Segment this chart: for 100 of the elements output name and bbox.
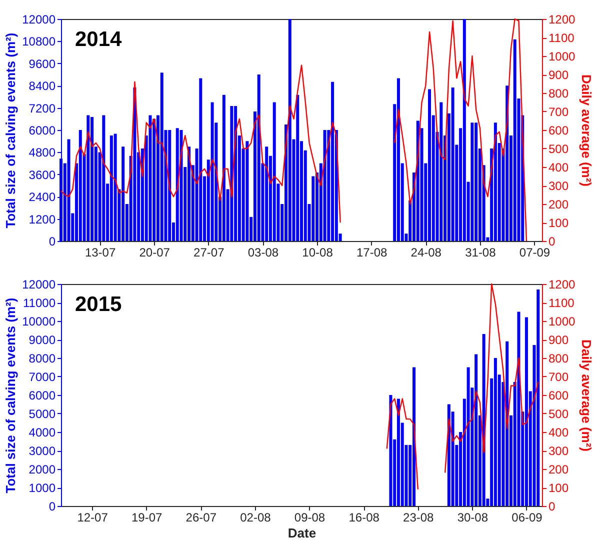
bar (160, 72, 164, 241)
y2-tick-label: 700 (548, 370, 569, 384)
y-tick-label: 11000 (23, 296, 56, 310)
y2-tick-label: 500 (548, 142, 569, 156)
y-tick-label: 9000 (28, 333, 56, 347)
x-tick-label: 23-08 (403, 510, 434, 524)
y-tick-label: 7200 (28, 101, 56, 116)
bar (331, 82, 334, 241)
x-tick-label: 10-08 (302, 246, 334, 260)
x-axis-title: Date (288, 526, 316, 540)
y-tick-label: 8400 (28, 79, 56, 94)
y2-tick-label: 1100 (548, 31, 575, 45)
bar (180, 130, 183, 241)
bar (257, 74, 260, 241)
bar (396, 398, 400, 506)
bar (246, 141, 249, 241)
bar (265, 146, 268, 241)
y2-tick-label: 0 (548, 500, 556, 514)
x-tick-label: 30-08 (457, 510, 488, 524)
x-tick-label: 20-07 (139, 246, 170, 260)
bar (462, 19, 466, 241)
y-tick-label: 1000 (28, 481, 56, 495)
y2-tick-label: 600 (548, 124, 569, 138)
y-axis-title: Total size of calving events (m²) (3, 32, 18, 228)
y2-tick-label: 1100 (548, 296, 575, 310)
y-tick-label: 3600 (28, 168, 56, 182)
bar (272, 102, 276, 241)
y2-tick-label: 600 (548, 388, 569, 402)
x-tick-label: 03-08 (248, 246, 279, 260)
x-tick-label: 13-07 (84, 246, 116, 260)
x-tick-label: 19-07 (131, 510, 163, 524)
bar (466, 367, 470, 506)
bar (102, 115, 106, 241)
y-axis-title: Total size of calving events (m²) (3, 298, 18, 494)
bar (152, 118, 156, 241)
chart-title: 2014 (75, 28, 122, 51)
bar (230, 106, 234, 241)
bar (451, 87, 454, 241)
y2-tick-label: 500 (548, 407, 569, 421)
y-tick-label: 12000 (22, 12, 56, 26)
y2-tick-label: 100 (548, 481, 569, 495)
bar (513, 39, 516, 241)
bar (199, 78, 202, 241)
bar (210, 102, 214, 241)
bar (122, 146, 125, 241)
y2-tick-label: 0 (548, 234, 556, 248)
bar (440, 102, 443, 241)
bar (176, 128, 179, 241)
y-tick-label: 9600 (28, 56, 56, 71)
bar (312, 176, 315, 241)
y2-tick-label: 400 (548, 426, 569, 440)
bar (389, 395, 392, 506)
y2-tick-label: 300 (548, 444, 569, 458)
bar (90, 117, 94, 241)
y2-tick-label: 800 (548, 86, 569, 100)
bar (234, 106, 238, 241)
bar (148, 115, 152, 241)
bar (506, 341, 509, 506)
x-tick-label: 16-08 (348, 510, 380, 524)
y2-tick-label: 800 (548, 352, 569, 366)
x-tick-label: 26-07 (186, 510, 217, 524)
y-tick-label: 8000 (28, 352, 56, 366)
y-tick-label: 0 (48, 234, 56, 248)
y-tick-label: 4800 (28, 146, 56, 160)
y-tick-label: 7000 (28, 370, 56, 384)
bar (114, 134, 117, 241)
x-tick-label: 27-07 (194, 246, 225, 260)
x-tick-label: 09-08 (294, 510, 326, 524)
y-tick-label: 5000 (28, 407, 56, 421)
y-tick-label: 0 (48, 500, 56, 514)
y-tick-label: 3000 (28, 444, 56, 458)
bar (412, 367, 416, 506)
x-tick-label: 24-08 (410, 246, 442, 260)
bar (188, 146, 191, 241)
y-tick-label: 12000 (22, 278, 56, 292)
bar (67, 139, 70, 241)
bar (222, 94, 226, 241)
bar (296, 94, 300, 241)
y-tick-label: 2000 (28, 462, 56, 476)
bar (288, 19, 292, 241)
bar (470, 122, 474, 241)
y2-tick-label: 200 (548, 198, 569, 212)
y2-tick-label: 900 (548, 68, 569, 82)
x-tick-label: 17-08 (356, 246, 388, 260)
y2-tick-label: 1200 (548, 278, 576, 292)
y2-tick-label: 200 (548, 462, 569, 476)
y2-tick-label: 400 (548, 160, 569, 174)
bar (78, 130, 82, 241)
bar (86, 115, 90, 241)
y2-tick-label: 900 (548, 333, 569, 347)
y2-tick-label: 1000 (548, 50, 576, 64)
bar (536, 290, 540, 506)
y2-tick-label: 1000 (548, 314, 576, 328)
bar (428, 89, 432, 241)
y2-axis-title: Daily average (m²) (579, 74, 594, 186)
chart-title: 2015 (75, 293, 122, 316)
bar (474, 122, 478, 241)
bar (396, 78, 400, 241)
y2-tick-label: 700 (548, 105, 569, 119)
bar (524, 317, 528, 506)
